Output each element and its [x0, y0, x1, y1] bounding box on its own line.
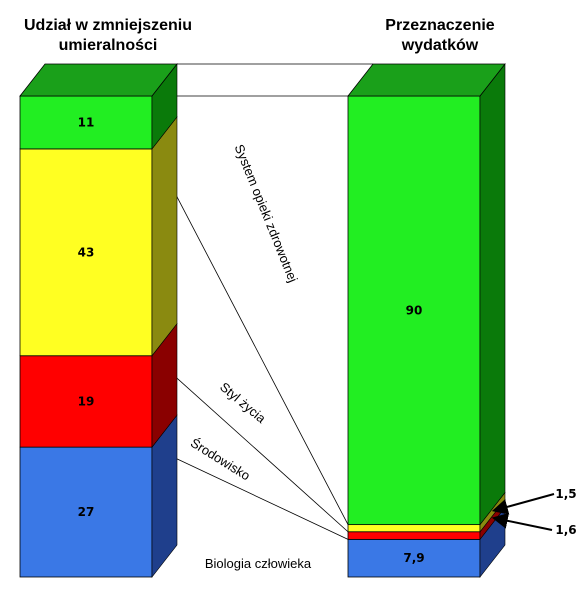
category-label-1: Środowisko: [188, 435, 253, 483]
bar-0-title-line-1: umieralności: [59, 37, 158, 54]
bar-0-title-line-0: Udział w zmniejszeniu: [24, 17, 192, 34]
connector-line-1: [151, 355, 349, 533]
annotation-arrows: 1,5 1,6: [491, 487, 577, 537]
annotation-arrow-0: [491, 493, 555, 515]
bar-1-segment-0: [347, 538, 481, 578]
connector-line-0: [151, 446, 349, 540]
annotation-arrow-1: [491, 512, 553, 531]
bar-titles: Udział w zmniejszeniu umieralności Przezna…: [24, 17, 495, 54]
bar-0-segment-0: [19, 446, 153, 578]
bar-1-value-label-0: 7,9: [403, 551, 424, 565]
bar-0-value-label-0: 27: [78, 505, 95, 519]
category-labels: Biologia człowieka Środowisko Styl życia Sy…: [188, 142, 312, 571]
stacked-bars: 27 19 43 11 7,9 90: [19, 63, 506, 578]
bar-1-segment-2: [347, 524, 481, 533]
bar-1-title-line-1: wydatków: [401, 37, 479, 54]
annotation-label-1: 1,6: [555, 523, 576, 537]
connector-line-2: [151, 148, 349, 525]
bar-0-value-label-1: 19: [78, 394, 95, 408]
bar-0-segment-3: [19, 95, 153, 150]
category-label-2: Styl życia: [217, 379, 269, 426]
category-label-3: System opieki zdrowotnej: [232, 142, 301, 284]
category-label-0: Biologia człowieka: [205, 556, 312, 571]
bar-0-value-label-2: 43: [78, 245, 95, 259]
annotation-label-0: 1,5: [555, 487, 576, 501]
bar-0-segment-2-side: [151, 116, 178, 357]
connector-lines: [151, 63, 373, 540]
bar-1-segment-3: [347, 95, 481, 526]
bar-1-value-label-3: 90: [406, 303, 423, 317]
bar-1-segment-1: [347, 531, 481, 540]
bar-0-top-face: [19, 63, 178, 97]
bar-0-value-label-3: 11: [78, 115, 95, 129]
bar-1-segment-3-side: [479, 63, 506, 526]
bar-0-segment-2: [19, 148, 153, 357]
bar-1-title-line-0: Przeznaczenie: [385, 17, 494, 34]
bar-1-top-face: [347, 63, 506, 97]
